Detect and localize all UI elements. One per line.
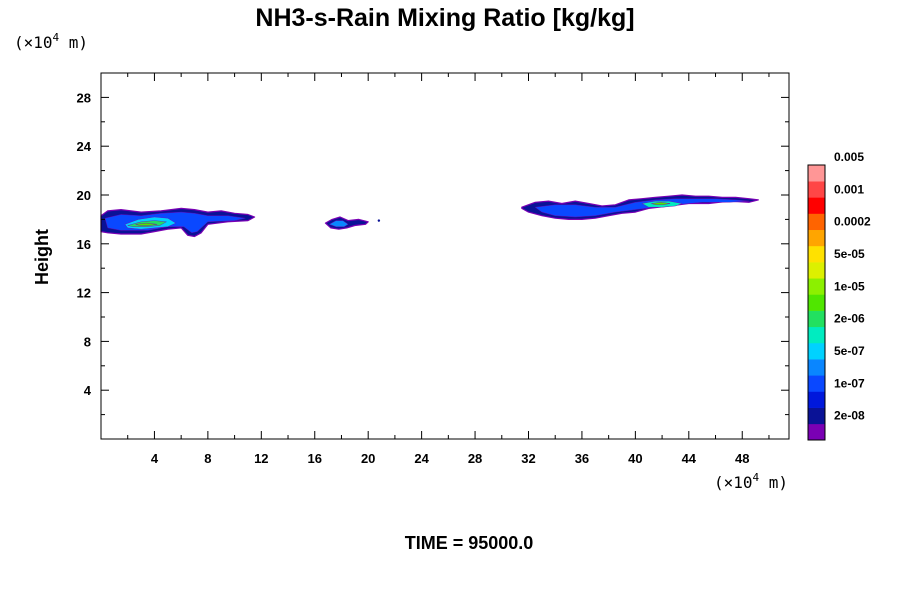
field-dot-0 bbox=[377, 219, 381, 222]
colorbar-label: 0.0002 bbox=[834, 215, 871, 229]
x-tick-label: 36 bbox=[575, 451, 589, 466]
y-tick-label: 16 bbox=[77, 237, 91, 252]
y-unit-exponent: 4 bbox=[53, 31, 60, 44]
y-unit-suffix: m) bbox=[59, 33, 88, 52]
plot-frame bbox=[100, 72, 790, 440]
field-region-6 bbox=[329, 220, 349, 227]
colorbar-label: 0.005 bbox=[834, 150, 864, 164]
x-tick-label: 8 bbox=[204, 451, 211, 466]
x-axis-unit: (×104 m) bbox=[714, 471, 788, 492]
field-region-8 bbox=[535, 198, 750, 218]
time-label: TIME = 95000.0 bbox=[405, 533, 534, 553]
colorbar-swatch bbox=[808, 423, 825, 441]
colorbar-swatch bbox=[808, 197, 825, 214]
x-tick-label: 12 bbox=[254, 451, 268, 466]
y-tick-label: 12 bbox=[77, 286, 91, 301]
x-tick-label: 20 bbox=[361, 451, 375, 466]
y-tick-label: 28 bbox=[77, 90, 91, 105]
colorbar-swatch bbox=[808, 229, 825, 247]
colorbar-swatch bbox=[808, 278, 825, 295]
colorbar-swatch bbox=[808, 375, 825, 392]
colorbar-swatch bbox=[808, 407, 825, 425]
colorbar-label: 5e-07 bbox=[834, 344, 865, 358]
colorbar-label: 0.001 bbox=[834, 182, 864, 196]
y-tick-label: 4 bbox=[84, 383, 92, 398]
x-unit-suffix: m) bbox=[759, 473, 788, 492]
colorbar-swatch bbox=[808, 326, 825, 344]
y-axis: 4 8 12 16 20 24 28 bbox=[77, 90, 789, 416]
x-unit-exponent: 4 bbox=[753, 471, 760, 484]
colorbar-swatch bbox=[808, 181, 825, 198]
data-field bbox=[100, 194, 759, 238]
colorbar-swatch bbox=[808, 213, 825, 231]
y-axis-unit: (×104 m) bbox=[14, 31, 88, 52]
colorbar-swatch bbox=[808, 245, 825, 263]
colorbar-label: 2e-06 bbox=[834, 312, 865, 326]
y-tick-label: 24 bbox=[77, 139, 92, 154]
y-tick-label: 20 bbox=[77, 188, 91, 203]
y-tick-label: 8 bbox=[84, 334, 91, 349]
colorbar-label: 1e-07 bbox=[834, 376, 865, 390]
field-region-10 bbox=[651, 202, 671, 206]
x-tick-label: 4 bbox=[151, 451, 159, 466]
field-region-4 bbox=[135, 222, 158, 226]
chart-title: NH3-s-Rain Mixing Ratio [kg/kg] bbox=[255, 4, 634, 32]
x-tick-label: 16 bbox=[308, 451, 322, 466]
x-tick-label: 32 bbox=[521, 451, 535, 466]
x-tick-label: 24 bbox=[414, 451, 429, 466]
x-tick-label: 28 bbox=[468, 451, 482, 466]
x-axis: 4 8 12 16 20 24 28 32 36 40 44 48 bbox=[127, 73, 770, 466]
x-tick-label: 40 bbox=[628, 451, 642, 466]
colorbar-label: 5e-05 bbox=[834, 247, 865, 261]
colorbar-frame bbox=[807, 164, 826, 441]
colorbar-swatch bbox=[808, 342, 825, 360]
y-unit-prefix: (×10 bbox=[14, 33, 53, 52]
colorbar: 2e-08 1e-07 5e-07 2e-06 1e-05 5e-05 0.0002 0.00… bbox=[807, 150, 871, 441]
colorbar-swatch bbox=[808, 359, 825, 376]
x-tick-label: 44 bbox=[682, 451, 697, 466]
colorbar-label: 1e-05 bbox=[834, 279, 865, 293]
colorbar-swatch bbox=[808, 294, 825, 311]
colorbar-swatch bbox=[808, 262, 825, 279]
colorbar-swatch bbox=[808, 391, 825, 408]
colorbar-label: 2e-08 bbox=[834, 409, 865, 423]
x-tick-label: 48 bbox=[735, 451, 749, 466]
y-axis-label: Height bbox=[32, 229, 52, 285]
x-unit-prefix: (×10 bbox=[714, 473, 753, 492]
colorbar-swatch bbox=[808, 310, 825, 328]
colorbar-swatch bbox=[808, 165, 825, 182]
